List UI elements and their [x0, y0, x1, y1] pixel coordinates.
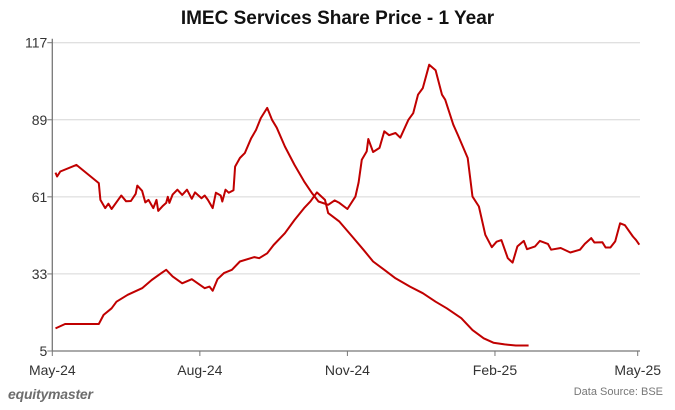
axes: 5 33 61 89 117 May-24 Aug-24 Nov-24 Feb-25 May-25: [25, 35, 661, 378]
chart-title: IMEC Services Share Price - 1 Year: [180, 8, 495, 29]
data-source-label: Data Source: BSE: [573, 386, 663, 398]
series-lines: [54, 63, 641, 347]
series-line-2: [55, 191, 529, 347]
y-tick-label: 89: [32, 112, 48, 128]
gridlines: [52, 42, 640, 275]
y-tick-label: 117: [25, 35, 48, 51]
x-tick-label: Feb-25: [473, 362, 518, 378]
x-tick-label: May-24: [29, 362, 76, 378]
x-tick-label: Nov-24: [325, 362, 370, 378]
y-tick-label: 5: [40, 343, 48, 359]
y-tick-label: 33: [32, 266, 48, 282]
x-tick-label: Aug-24: [177, 362, 222, 378]
equitymaster-logo: equitymaster: [8, 386, 93, 402]
y-tick-label: 61: [32, 189, 48, 205]
x-tick-label: May-25: [614, 362, 661, 378]
series-line-1: [54, 63, 641, 264]
